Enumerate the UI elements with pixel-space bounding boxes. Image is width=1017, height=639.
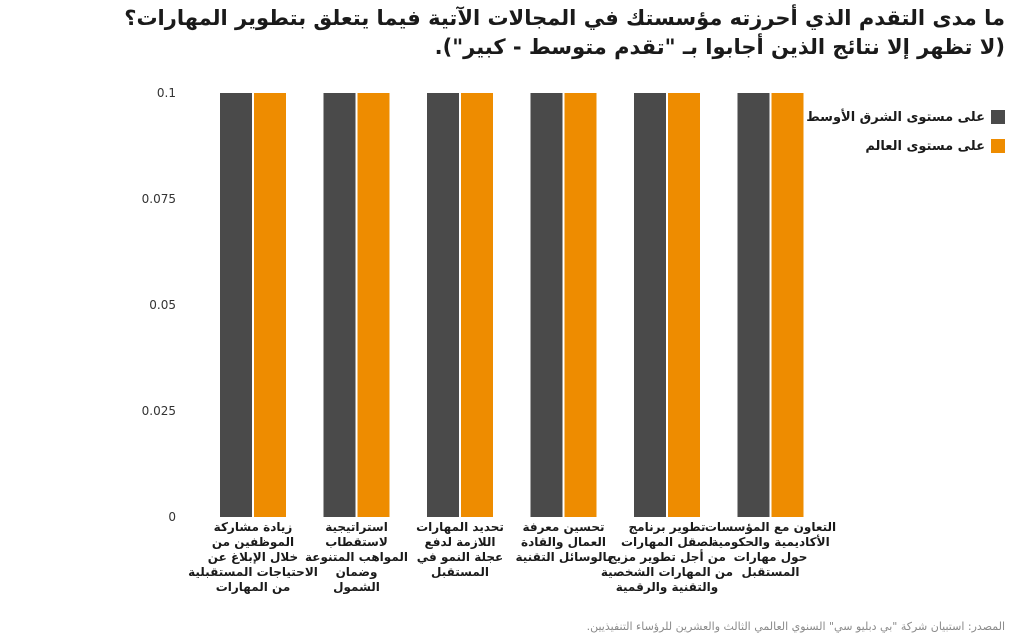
title-line-1: ما مدى التقدم الذي أحرزته مؤسستك في المج…: [124, 6, 1005, 30]
x-category-label: المستقبل: [741, 565, 799, 579]
bar-middle-east: [737, 93, 770, 517]
x-category-label: وضمان: [336, 565, 378, 580]
x-category-label: الأكاديمية والحكومية: [711, 534, 829, 550]
x-category-label: من أجل تطوير مزيج: [608, 549, 726, 565]
x-category-label: استراتيجية: [325, 520, 388, 534]
bar-middle-east: [634, 93, 666, 517]
x-category-label: الموظفين من: [212, 535, 294, 550]
x-category-label: والتقنية والرقمية: [616, 580, 719, 595]
x-category-label: الشمول: [333, 580, 380, 595]
x-category-label: اللازمة لدفع: [424, 535, 495, 549]
x-category-label: عجلة النمو في: [417, 550, 503, 565]
x-category-label: لصقل المهارات: [621, 535, 713, 549]
x-category-label: زيادة مشاركة: [214, 520, 293, 534]
legend-swatch-middle-east: [991, 110, 1005, 124]
x-category-label: تحديد المهارات: [416, 520, 504, 534]
legend-label-global: على مستوى العالم: [865, 138, 985, 154]
x-category-label: بالوسائل التقنية: [516, 550, 612, 565]
legend: على مستوى الشرق الأوسط على مستوى العالم: [795, 108, 1005, 166]
x-category-label: تحسين معرفة: [522, 520, 604, 534]
legend-swatch-global: [991, 139, 1005, 153]
x-category-label: لاستقطاب: [325, 535, 388, 549]
bar-global: [254, 93, 286, 517]
legend-item-middle-east: على مستوى الشرق الأوسط: [795, 108, 1005, 126]
bar-middle-east: [530, 93, 563, 517]
bar-global: [564, 93, 597, 517]
y-tick-label: 0.05: [149, 298, 176, 312]
x-category-label: المستقبل: [431, 565, 489, 579]
x-category-label: العمال والقادة: [521, 535, 606, 550]
y-tick-label: 0.025: [142, 404, 176, 418]
source-note: المصدر: استبيان شركة "بي دبليو سي" السنو…: [586, 620, 1005, 633]
bar-global: [668, 93, 700, 517]
legend-label-middle-east: على مستوى الشرق الأوسط: [806, 109, 985, 125]
y-tick-label: 0.075: [142, 192, 176, 206]
bar-global: [461, 93, 493, 517]
x-category-label: الاحتياجات المستقبلية: [188, 565, 318, 579]
y-tick-label: 0: [168, 510, 176, 524]
bar-middle-east: [427, 93, 459, 517]
x-category-label: من المهارات: [216, 580, 291, 594]
bar-global: [357, 93, 390, 517]
bar-middle-east: [220, 93, 252, 517]
bar-global: [771, 93, 804, 517]
title-line-2: (لا تظهر إلا نتائج الذين أجابوا بـ "تقدم…: [434, 35, 1005, 59]
x-category-label: خلال الإبلاغ عن: [208, 550, 298, 564]
legend-item-global: على مستوى العالم: [795, 137, 1005, 155]
bar-middle-east: [323, 93, 356, 517]
chart-title: ما مدى التقدم الذي أحرزته مؤسستك في المج…: [10, 4, 1005, 62]
x-category-label: التعاون مع المؤسسات: [705, 520, 836, 535]
x-category-label: تطوير برنامج: [629, 520, 706, 535]
x-category-label: المواهب المتنوعة: [305, 550, 408, 565]
y-tick-label: 0.1: [157, 86, 176, 100]
x-category-label: حول مهارات: [734, 550, 808, 565]
x-category-label: من المهارات الشخصية: [601, 565, 733, 579]
